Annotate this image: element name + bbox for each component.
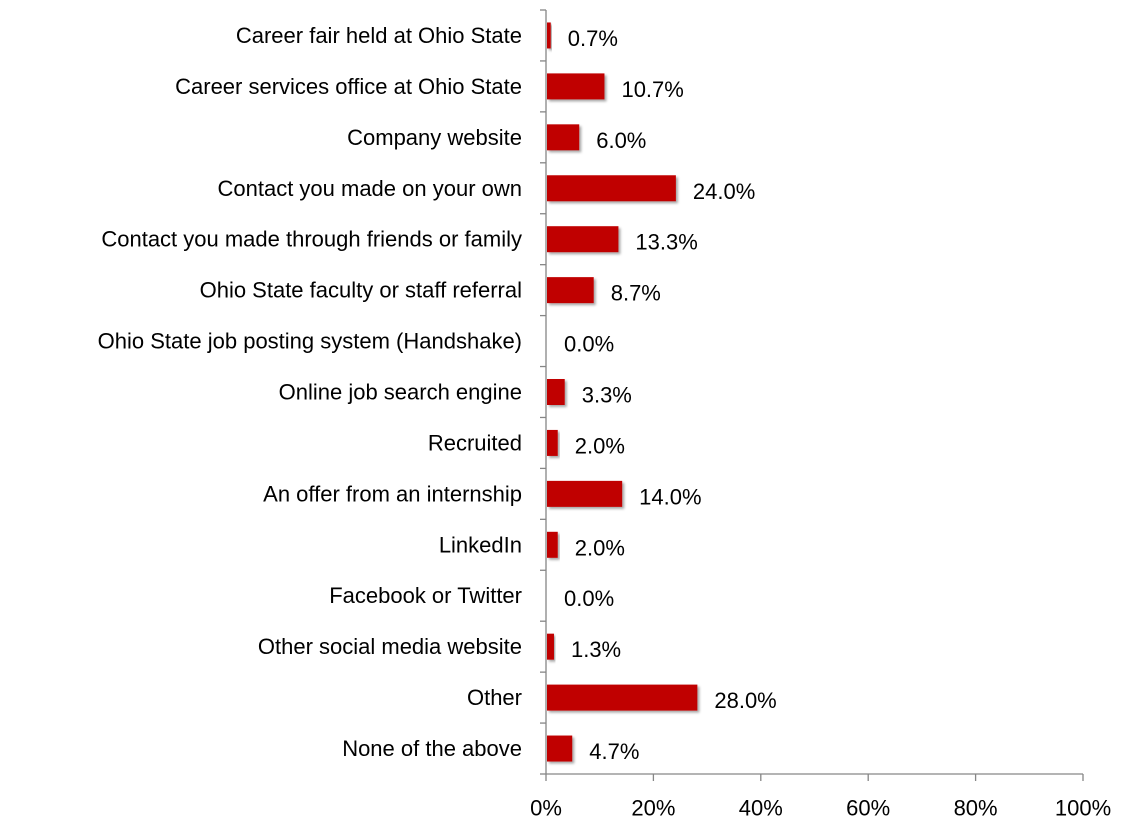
- bar-8: [547, 429, 558, 456]
- value-label-6: 0.0%: [564, 332, 614, 357]
- category-labels: Career fair held at Ohio State Career ser…: [98, 23, 522, 761]
- category-label-10: LinkedIn: [439, 532, 522, 557]
- bar-4: [547, 226, 619, 253]
- value-label-11: 0.0%: [564, 586, 614, 611]
- category-label-3: Contact you made on your own: [217, 176, 522, 201]
- bar-2: [547, 124, 580, 151]
- value-label-4: 13.3%: [635, 230, 697, 255]
- category-label-1: Career services office at Ohio State: [175, 74, 522, 99]
- x-tick-label-4: 80%: [954, 796, 998, 821]
- category-label-12: Other social media website: [258, 634, 522, 659]
- bar-14: [547, 735, 573, 762]
- value-label-0: 0.7%: [568, 26, 618, 51]
- x-tick-label-1: 20%: [631, 796, 675, 821]
- axes: [540, 9, 1084, 781]
- value-label-7: 3.3%: [582, 383, 632, 408]
- bar-12: [547, 633, 554, 660]
- bar-13: [547, 684, 698, 711]
- category-label-13: Other: [467, 685, 522, 710]
- bar-9: [547, 480, 623, 507]
- x-tick-label-0: 0%: [530, 796, 562, 821]
- category-label-4: Contact you made through friends or fami…: [101, 227, 522, 252]
- tick-labels: 0% 20% 40% 60% 80% 100%: [530, 796, 1111, 821]
- bar-0: [547, 22, 551, 49]
- bar-3: [547, 175, 676, 202]
- bars-group: [547, 22, 698, 762]
- value-label-5: 8.7%: [611, 281, 661, 306]
- value-label-10: 2.0%: [575, 535, 625, 560]
- bar-10: [547, 531, 558, 558]
- category-label-8: Recruited: [428, 430, 522, 455]
- x-tick-label-2: 40%: [739, 796, 783, 821]
- category-label-6: Ohio State job posting system (Handshake…: [98, 329, 522, 354]
- category-label-9: An offer from an internship: [263, 481, 522, 506]
- category-label-11: Facebook or Twitter: [329, 583, 522, 608]
- category-label-7: Online job search engine: [279, 380, 522, 405]
- x-tick-label-5: 100%: [1055, 796, 1111, 821]
- value-label-9: 14.0%: [639, 484, 701, 509]
- value-label-13: 28.0%: [714, 688, 776, 713]
- category-label-0: Career fair held at Ohio State: [236, 23, 522, 48]
- bar-7: [547, 379, 565, 405]
- category-label-14: None of the above: [342, 736, 522, 761]
- bar-5: [547, 277, 594, 304]
- value-label-12: 1.3%: [571, 637, 621, 662]
- value-label-2: 6.0%: [596, 128, 646, 153]
- category-label-5: Ohio State faculty or staff referral: [200, 278, 522, 303]
- value-label-8: 2.0%: [575, 433, 625, 458]
- value-label-1: 10.7%: [621, 77, 683, 102]
- value-labels: 0.7% 10.7% 6.0% 24.0% 13.3% 8.7% 0.0% 3.3% 2.0% 1…: [564, 26, 777, 764]
- value-label-3: 24.0%: [693, 179, 755, 204]
- x-tick-label-3: 60%: [846, 796, 890, 821]
- category-label-2: Company website: [347, 125, 522, 150]
- value-label-14: 4.7%: [589, 739, 639, 764]
- bar-1: [547, 73, 605, 100]
